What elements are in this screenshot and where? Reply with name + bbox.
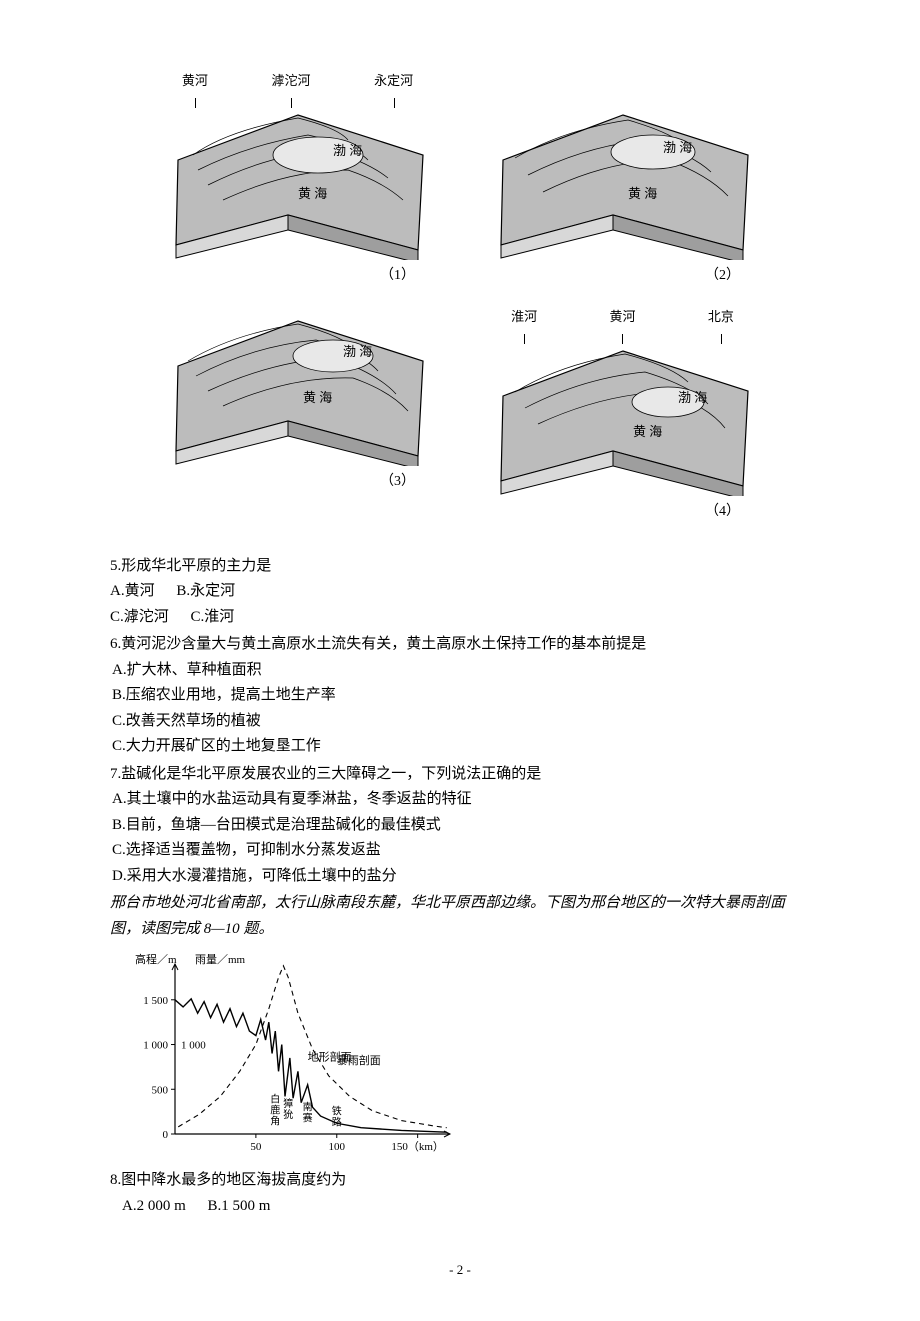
- intro-8-10: 邢台市地处河北省南部，太行山脉南段东麓，华北平原西部边缘。下图为邢台地区的一次特…: [110, 891, 810, 942]
- panel-4-number: （4）: [705, 500, 740, 524]
- svg-text:角: 角: [270, 1116, 280, 1128]
- svg-text:黄 海: 黄 海: [628, 186, 657, 201]
- svg-text:南: 南: [303, 1101, 313, 1114]
- q7-opt-d: D.采用大水漫灌措施，可降低土壤中的盐分: [110, 864, 810, 890]
- svg-text:赛: 赛: [303, 1112, 313, 1125]
- svg-text:白: 白: [270, 1093, 280, 1106]
- q7-stem: 7.盐碱化是华北平原发展农业的三大障碍之一，下列说法正确的是: [110, 762, 810, 788]
- question-7: 7.盐碱化是华北平原发展农业的三大障碍之一，下列说法正确的是 A.其土壤中的水盐…: [110, 762, 810, 890]
- terrain-panel-2: . 渤 海 黄 海 （2）: [475, 70, 770, 288]
- q7-options: A.其土壤中的水盐运动具有夏季淋盐，冬季返盐的特征 B.目前，鱼塘—台田模式是治…: [110, 787, 810, 889]
- q5-options-row1: A.黄河 B.永定河: [110, 579, 810, 605]
- q6-opt-b: B.压缩农业用地，提高土地生产率: [110, 683, 810, 709]
- terrain-panel-3: 渤 海 黄 海 （3）: [150, 306, 445, 524]
- terrain-block-1: 渤 海 黄 海: [168, 100, 428, 260]
- label-huanghai: 黄 海: [298, 186, 327, 201]
- panel-1-labels: 黄河 滹沱河 永定河: [150, 70, 445, 98]
- panel-1-number: （1）: [380, 264, 415, 288]
- terrain-figure-grid: 黄河 滹沱河 永定河 渤 海 黄 海 （1） .: [150, 70, 770, 524]
- rainfall-chart: 0 500 1 000 1 500 1 000 50 100 150（km） 高程／m 雨量／mm…: [120, 952, 460, 1162]
- q5-opt-a: A.黄河: [110, 583, 155, 599]
- svg-text:150（km）: 150（km）: [391, 1140, 444, 1153]
- q8-opt-a: A.2 000 m: [122, 1198, 186, 1214]
- q5-options-row2: C.滹沱河 C.淮河: [110, 605, 810, 631]
- q6-stem: 6.黄河泥沙含量大与黄土高原水土流失有关，黄土高原水土保持工作的基本前提是: [110, 632, 810, 658]
- q5-opt-c: C.滹沱河: [110, 609, 169, 625]
- q8-opt-b: B.1 500 m: [208, 1198, 271, 1214]
- svg-text:50: 50: [250, 1141, 262, 1153]
- question-8: 8.图中降水最多的地区海拔高度约为 A.2 000 m B.1 500 m: [110, 1168, 810, 1219]
- panel-2-number: （2）: [705, 264, 740, 288]
- q5-stem: 5.形成华北平原的主力是: [110, 554, 810, 580]
- terrain-block-2: 渤 海 黄 海: [493, 100, 753, 260]
- q7-opt-b: B.目前，鱼塘—台田模式是治理盐碱化的最佳模式: [110, 813, 810, 839]
- panel-3-number: （3）: [380, 470, 415, 494]
- svg-text:0: 0: [163, 1129, 169, 1141]
- q7-opt-c: C.选择适当覆盖物，可抑制水分蒸发返盐: [110, 838, 810, 864]
- svg-text:1 500: 1 500: [143, 995, 168, 1007]
- question-6: 6.黄河泥沙含量大与黄土高原水土流失有关，黄土高原水土保持工作的基本前提是 A.…: [110, 632, 810, 760]
- question-5: 5.形成华北平原的主力是 A.黄河 B.永定河 C.滹沱河 C.淮河: [110, 554, 810, 631]
- panel-4-labels: 淮河 黄河 北京: [475, 306, 770, 334]
- svg-text:铁: 铁: [332, 1105, 342, 1118]
- svg-text:1 000: 1 000: [181, 1040, 206, 1052]
- q6-options: A.扩大林、草种植面积 B.压缩农业用地，提高土地生产率 C.改善天然草场的植被…: [110, 658, 810, 760]
- svg-text:路: 路: [332, 1116, 342, 1129]
- svg-text:100: 100: [329, 1141, 346, 1153]
- terrain-block-4: 渤 海 黄 海: [493, 336, 753, 496]
- q6-opt-c: C.改善天然草场的植被: [110, 709, 810, 735]
- label-beijing: 北京: [708, 306, 734, 334]
- svg-text:1 000: 1 000: [143, 1040, 168, 1052]
- label-bohai: 渤 海: [333, 143, 362, 158]
- terrain-block-3: 渤 海 黄 海: [168, 306, 428, 466]
- svg-text:渤 海: 渤 海: [343, 344, 372, 359]
- page-number: - 2 -: [110, 1259, 810, 1281]
- q7-opt-a: A.其土壤中的水盐运动具有夏季淋盐，冬季返盐的特征: [110, 787, 810, 813]
- q8-stem: 8.图中降水最多的地区海拔高度约为: [110, 1168, 810, 1194]
- svg-text:黄 海: 黄 海: [303, 390, 332, 405]
- svg-text:暴雨剖面: 暴雨剖面: [337, 1053, 381, 1067]
- label-huanghe: 黄河: [182, 70, 208, 98]
- svg-text:渤 海: 渤 海: [678, 390, 707, 405]
- svg-text:500: 500: [152, 1085, 169, 1097]
- terrain-panel-4: 淮河 黄河 北京 渤 海 黄 海 （4）: [475, 306, 770, 524]
- svg-text:雨量／mm: 雨量／mm: [195, 953, 246, 966]
- q5-opt-b: B.永定河: [176, 583, 235, 599]
- q8-options: A.2 000 m B.1 500 m: [110, 1194, 810, 1220]
- q5-opt-d: C.淮河: [191, 609, 235, 625]
- terrain-panel-1: 黄河 滹沱河 永定河 渤 海 黄 海 （1）: [150, 70, 445, 288]
- svg-text:獐: 獐: [283, 1097, 293, 1110]
- label-huaihe: 淮河: [511, 306, 537, 334]
- svg-text:狁: 狁: [283, 1108, 293, 1121]
- label-hutuohe: 滹沱河: [271, 70, 310, 98]
- svg-text:渤 海: 渤 海: [663, 140, 692, 155]
- svg-text:黄 海: 黄 海: [633, 424, 662, 439]
- label-yongdinghe: 永定河: [374, 70, 413, 98]
- label-huanghe-4: 黄河: [609, 306, 635, 334]
- q6-opt-a: A.扩大林、草种植面积: [110, 658, 810, 684]
- svg-text:鹿: 鹿: [270, 1104, 280, 1117]
- svg-text:高程／m: 高程／m: [135, 952, 177, 966]
- q6-opt-d: C.大力开展矿区的土地复垦工作: [110, 734, 810, 760]
